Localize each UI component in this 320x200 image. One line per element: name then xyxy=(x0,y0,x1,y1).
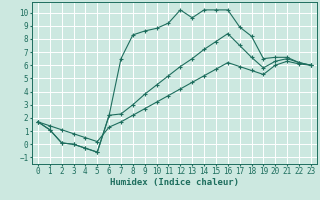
X-axis label: Humidex (Indice chaleur): Humidex (Indice chaleur) xyxy=(110,178,239,187)
